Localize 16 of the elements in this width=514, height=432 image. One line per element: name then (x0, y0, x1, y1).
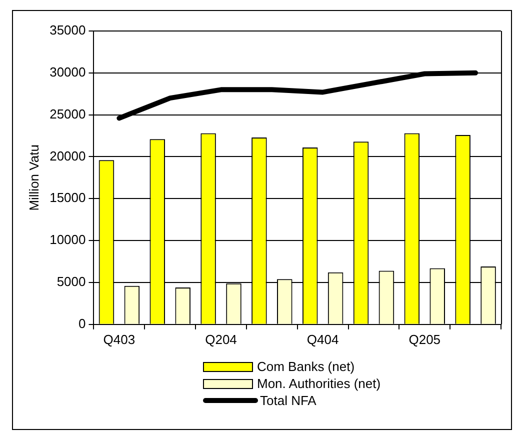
y-tick-label: 15000 (50, 190, 86, 206)
legend-label: Total NFA (260, 392, 316, 409)
y-tick-label: 35000 (50, 22, 86, 38)
legend-label: Com Banks (net) (257, 358, 355, 375)
y-tick-label: 5000 (56, 274, 86, 290)
y-axis-title: Million Vatu (26, 144, 42, 211)
y-tick-label: 10000 (50, 232, 86, 248)
y-tick-label: 0 (78, 316, 86, 331)
x-tick-label: Q205 (408, 332, 441, 347)
x-tick-label: Q204 (205, 332, 237, 347)
legend-label: Mon. Authorities (net) (257, 375, 381, 392)
y-tick-label: 30000 (50, 64, 86, 80)
y-tick-label: 25000 (50, 106, 86, 122)
x-tick-label: Q404 (306, 332, 339, 347)
x-tick-label: Q403 (103, 332, 136, 347)
y-tick-label: 20000 (50, 148, 86, 164)
